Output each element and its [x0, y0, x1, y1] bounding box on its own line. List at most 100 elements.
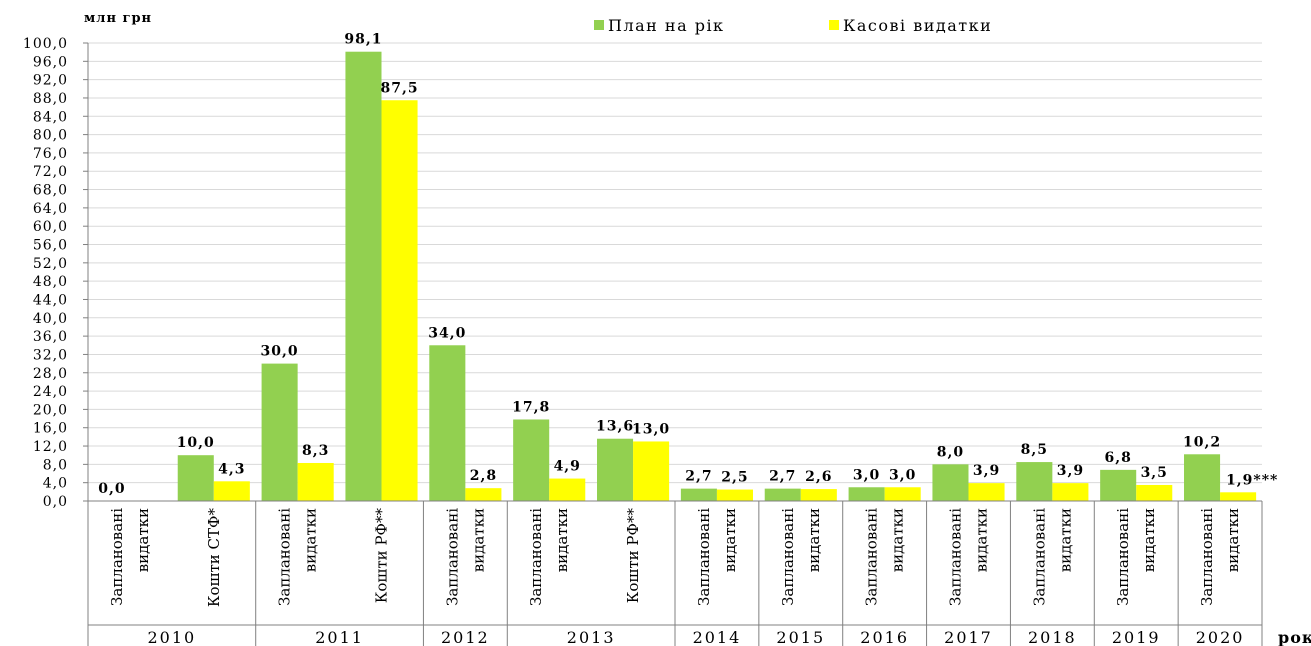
data-label-cash: 87,5 [380, 80, 418, 96]
legend-label: Касові видатки [843, 16, 992, 35]
bar-plan [261, 363, 298, 501]
bar-plan [177, 455, 214, 501]
y-tick-label: 52,0 [33, 256, 68, 272]
y-tick-label: 88,0 [33, 91, 68, 107]
category-label: Заплановані [443, 508, 461, 606]
data-label-cash: 13,0 [632, 421, 670, 437]
y-tick-label: 0,0 [43, 494, 68, 510]
data-label-plan: 3,0 [853, 467, 880, 483]
legend-swatch [594, 20, 604, 30]
bar-cash [633, 441, 670, 501]
category-label: Кошти РФ** [624, 508, 642, 604]
bar-cash [968, 483, 1005, 501]
data-label-plan: 2,7 [769, 469, 796, 485]
data-labels: 0,0 10,04,3 30,0 8,3 98,1 87,5 34,0 2,8 17,8 4,9 1… [98, 32, 1278, 497]
legend-label: План на рік [608, 16, 725, 35]
year-label: 2020 [1196, 628, 1245, 646]
category-label: Заплановані [695, 508, 713, 606]
category-label: видатки [302, 508, 320, 572]
data-label-cash: 3,0 [889, 467, 916, 483]
legend: План на рік Касові видатки [594, 16, 992, 35]
y-tick-label: 80,0 [33, 128, 68, 144]
x-axis: Заплановані видатки Кошти СТФ* Заплановані в… [87, 501, 1263, 646]
year-label: 2019 [1112, 628, 1161, 646]
bar-plan [932, 464, 969, 501]
category-label: видатки [1056, 508, 1074, 572]
bars [177, 51, 1257, 502]
data-label-cash: 3,9 [1057, 463, 1084, 479]
y-tick-label: 8,0 [43, 457, 68, 473]
bar-cash [465, 488, 502, 501]
y-tick-label: 76,0 [33, 146, 68, 162]
data-label-cash: 1,9*** [1226, 472, 1278, 488]
y-tick-label: 68,0 [33, 183, 68, 199]
category-label: Заплановані [276, 508, 294, 606]
y-tick-label: 24,0 [33, 384, 68, 400]
bar-plan [764, 488, 801, 501]
data-label-plan: 10,0 [177, 435, 215, 451]
y-tick-label: 4,0 [43, 476, 68, 492]
bar-plan [680, 488, 717, 501]
data-label-cash: 2,8 [470, 468, 497, 484]
y-tick-label: 20,0 [33, 402, 68, 418]
data-label-cash: 2,6 [805, 469, 832, 485]
data-label-plan: 17,8 [512, 399, 550, 415]
category-label: видатки [1224, 508, 1242, 572]
category-label: Заплановані [527, 508, 545, 606]
y-tick-label: 36,0 [33, 329, 68, 345]
category-label: Заплановані [108, 508, 126, 606]
data-label-plan: 8,0 [937, 444, 964, 460]
y-tick-label: 40,0 [33, 311, 68, 327]
data-label-plan: 13,6 [596, 419, 634, 435]
y-axis-unit: млн грн [84, 11, 152, 26]
data-label-plan: 34,0 [428, 325, 466, 341]
category-label: видатки [1140, 508, 1158, 572]
year-label: 2015 [776, 628, 825, 646]
bar-plan [1016, 462, 1053, 501]
y-tick-label: 72,0 [33, 164, 68, 180]
y-tick-label: 44,0 [33, 292, 68, 308]
data-label-cash: 8,3 [302, 443, 329, 459]
category-label: Заплановані [1198, 508, 1216, 606]
category-label: Кошти СТФ* [205, 508, 223, 608]
data-label-cash: 2,5 [721, 470, 748, 486]
y-tick-label: 56,0 [33, 238, 68, 254]
bar-plan [513, 419, 550, 501]
category-label: Заплановані [947, 508, 965, 606]
bar-cash [213, 481, 250, 501]
bar-plan [345, 51, 382, 502]
y-tick-label: 96,0 [33, 54, 68, 70]
bar-cash [716, 489, 753, 501]
data-label-plan: 98,1 [344, 32, 382, 48]
data-label-plan: 8,5 [1021, 442, 1048, 458]
data-label-cash: 4,3 [218, 461, 245, 477]
category-label: Заплановані [1030, 508, 1048, 606]
category-label: Заплановані [1114, 508, 1132, 606]
category-label: видатки [469, 508, 487, 572]
category-label: видатки [134, 508, 152, 572]
data-label-cash: 3,5 [1141, 465, 1168, 481]
year-label: 2010 [147, 628, 196, 646]
category-label: Заплановані [863, 508, 881, 606]
bar-cash [1220, 492, 1257, 501]
bar-cash [1052, 483, 1089, 501]
year-label: 2018 [1028, 628, 1077, 646]
bar-cash [381, 100, 418, 501]
bar-cash [549, 478, 586, 501]
data-label-plan: 2,7 [685, 469, 712, 485]
bar-cash [800, 489, 837, 501]
y-tick-label: 48,0 [33, 274, 68, 290]
x-axis-unit: роки [1278, 628, 1311, 646]
category-label: Кошти РФ** [373, 508, 391, 604]
y-tick-label: 32,0 [33, 347, 68, 363]
bar-plan [597, 438, 634, 501]
category-label: видатки [973, 508, 991, 572]
category-label: видатки [721, 508, 739, 572]
year-label: 2012 [441, 628, 490, 646]
category-label: видатки [805, 508, 823, 572]
y-tick-label: 84,0 [33, 109, 68, 125]
bar-cash [297, 462, 334, 501]
year-label: 2011 [315, 628, 364, 646]
axes: 0,0 4,0 8,0 12,0 16,0 20,0 24,0 28,0 32,0 36,0 40,… [23, 36, 1262, 510]
